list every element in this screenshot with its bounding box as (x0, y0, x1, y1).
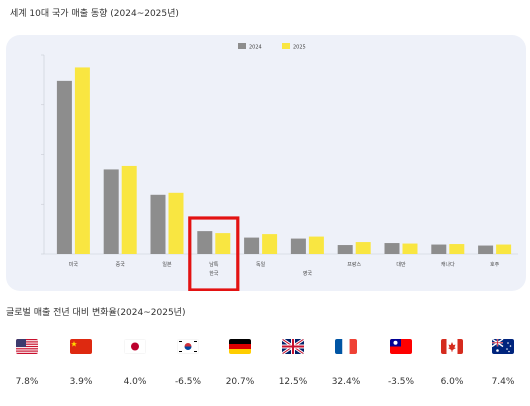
country-item-au: 7.4% (478, 335, 528, 395)
bar-2024-5 (244, 237, 260, 254)
fr-flag-icon (335, 339, 357, 354)
ca-flag-icon (441, 339, 463, 354)
bar-2025-6 (308, 236, 324, 254)
bar-2025-7 (355, 242, 371, 254)
jp-flag-icon (124, 339, 146, 354)
bar-2024-4 (197, 231, 213, 254)
category-label: 남특 (209, 261, 219, 268)
change-value-de: 20.7% (225, 377, 255, 387)
country-item-cn: 3.9% (56, 335, 106, 395)
gb-flag-icon (282, 339, 304, 354)
legend-swatch-2025 (282, 43, 290, 49)
change-value-us: 7.8% (15, 377, 39, 387)
bar-2025-10 (496, 244, 512, 254)
change-value-ca: 6.0% (440, 377, 464, 387)
bar-2025-2 (121, 165, 137, 254)
bar-2024-3 (150, 194, 166, 254)
country-item-de: 20.7% (215, 335, 265, 395)
country-item-fr: 32.4% (321, 335, 371, 395)
country-item-ca: 6.0% (427, 335, 477, 395)
bar-2024-7 (337, 245, 353, 254)
country-item-us: 7.8% (2, 335, 52, 395)
tw-flag-icon (390, 339, 412, 354)
kr-flag-icon (177, 339, 199, 354)
category-sublabel: 영국 (303, 270, 313, 277)
bar-2024-10 (478, 245, 494, 254)
bar-2024-9 (431, 244, 447, 254)
bar-2024-1 (56, 80, 72, 254)
bar-2025-8 (402, 243, 418, 254)
category-label: 일본 (162, 261, 172, 268)
country-item-kr: -6.5% (163, 335, 213, 395)
country-item-gb: 12.5% (268, 335, 318, 395)
bar-2024-2 (103, 169, 119, 254)
us-flag-icon (16, 339, 38, 354)
change-value-au: 7.4% (491, 377, 515, 387)
category-label: 대만 (396, 261, 406, 268)
bar-2025-9 (449, 244, 465, 254)
category-label: 한국 (209, 271, 219, 277)
category-label: 프랑스 (347, 261, 361, 268)
page-title: 세계 10대 국가 매출 동향 (2024~2025년) (10, 9, 179, 19)
au-flag-icon (492, 339, 514, 354)
category-label: 호주 (490, 262, 500, 268)
cn-flag-icon (70, 339, 92, 354)
de-flag-icon (229, 339, 251, 354)
legend-swatch-2024 (238, 43, 246, 49)
bar-2025-5 (262, 234, 278, 254)
legend-label-2024: 2024 (249, 45, 262, 51)
category-label: 캐나다 (441, 261, 455, 268)
change-section-title: 글로벌 매출 전년 대비 변화율(2024~2025년) (6, 308, 186, 318)
country-item-jp: 4.0% (110, 335, 160, 395)
change-value-cn: 3.9% (69, 377, 93, 387)
bar-2024-6 (290, 238, 306, 254)
bar-2025-3 (168, 192, 184, 254)
change-value-jp: 4.0% (123, 377, 147, 387)
highlight-box (188, 216, 240, 291)
category-label: 중국 (116, 262, 126, 268)
change-value-tw: -3.5% (387, 377, 415, 387)
category-label: 미국 (69, 261, 79, 268)
change-value-fr: 32.4% (331, 377, 361, 387)
country-change-list: 7.8% 3.9% 4.0% (0, 335, 530, 405)
country-item-tw: -3.5% (376, 335, 426, 395)
bar-2024-8 (384, 243, 400, 254)
watermark (370, 360, 530, 400)
legend-label-2025: 2025 (293, 45, 306, 51)
change-value-gb: 12.5% (278, 377, 308, 387)
change-value-kr: -6.5% (174, 377, 202, 387)
bar-2025-1 (74, 67, 90, 254)
category-label: 독일 (256, 261, 266, 268)
bar-2025-4 (215, 233, 231, 254)
